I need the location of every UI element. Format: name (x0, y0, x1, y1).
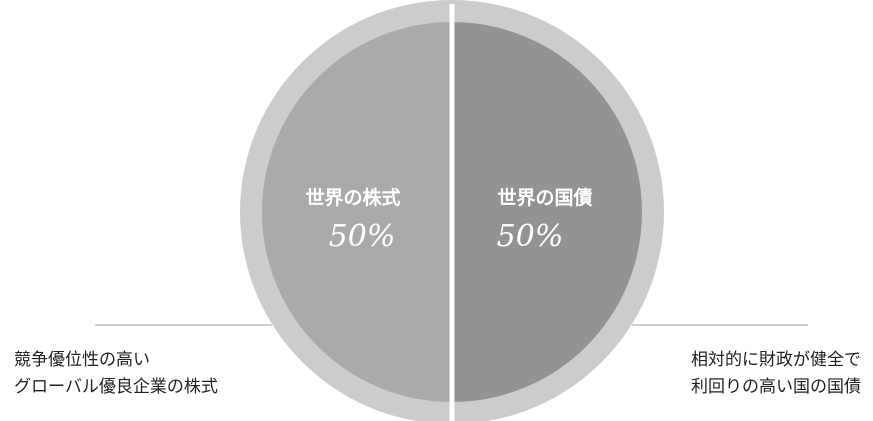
bonds-description-line-1: 相対的に財政が健全で (691, 350, 861, 370)
stocks-description-line-2: グローバル優良企業の株式 (14, 377, 218, 397)
slice-label-stocks: 世界の株式 (305, 186, 400, 209)
slice-label-bonds: 世界の国債 (497, 186, 592, 209)
pie-slice-0 (262, 22, 452, 402)
bonds-description-line-2: 利回りの高い国の国債 (691, 377, 861, 397)
slice-value-stocks: 50% (329, 219, 396, 254)
bonds-description: 相対的に財政が健全で 利回りの高い国の国債 (691, 347, 861, 401)
slice-value-bonds: 50% (497, 219, 564, 254)
stocks-description: 競争優位性の高い グローバル優良企業の株式 (14, 347, 218, 401)
stocks-description-line-1: 競争優位性の高い (14, 350, 150, 370)
pie-slice-1 (452, 22, 642, 402)
